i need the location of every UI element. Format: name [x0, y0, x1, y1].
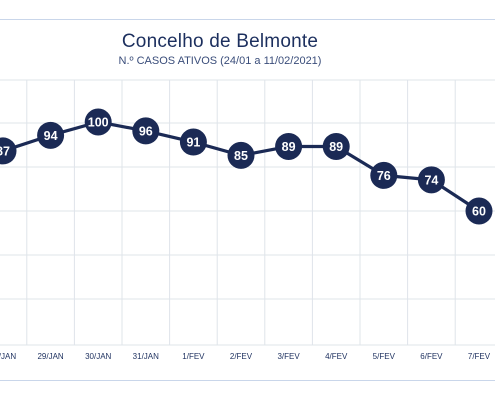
- frame-bottom-border: [0, 380, 495, 381]
- data-label: 96: [139, 124, 153, 138]
- data-label: 89: [329, 140, 343, 154]
- chart-title: Concelho de Belmonte: [121, 31, 319, 52]
- x-tick-label: 28/JAN: [0, 352, 16, 361]
- data-label: 74: [424, 173, 438, 187]
- chart-subtitle: N.º CASOS ATIVOS (24/01 a 11/02/2021): [118, 55, 322, 67]
- x-tick-label: 30/JAN: [85, 352, 111, 361]
- data-label: 100: [88, 116, 109, 130]
- grid: [0, 79, 495, 346]
- x-tick-label: 2/FEV: [230, 352, 253, 361]
- data-label: 89: [282, 140, 296, 154]
- data-point: [227, 141, 255, 169]
- data-point: [465, 197, 493, 225]
- data-label: 87: [0, 144, 10, 158]
- data-label: 85: [234, 149, 248, 163]
- data-point: [322, 132, 350, 160]
- x-tick-label: 6/FEV: [420, 352, 443, 361]
- data-point: [84, 108, 112, 136]
- x-tick-label: 7/FEV: [468, 352, 491, 361]
- frame-top-border: [0, 19, 495, 20]
- data-label: 76: [377, 169, 391, 183]
- x-tick-label: 31/JAN: [133, 352, 159, 361]
- data-point: [37, 121, 65, 149]
- x-tick-label: 4/FEV: [325, 352, 348, 361]
- data-label: 60: [472, 205, 486, 219]
- data-point: [0, 137, 17, 165]
- data-point: [275, 132, 303, 160]
- x-tick-label: 5/FEV: [373, 352, 396, 361]
- data-label: 94: [44, 129, 58, 143]
- x-tick-label: 29/JAN: [37, 352, 63, 361]
- data-point: [370, 161, 398, 189]
- x-tick-label: 3/FEV: [277, 352, 300, 361]
- x-tick-label: 1/FEV: [182, 352, 205, 361]
- data-point: [417, 166, 445, 194]
- data-label: 91: [186, 136, 200, 150]
- data-point: [179, 128, 207, 156]
- data-point: [132, 117, 160, 145]
